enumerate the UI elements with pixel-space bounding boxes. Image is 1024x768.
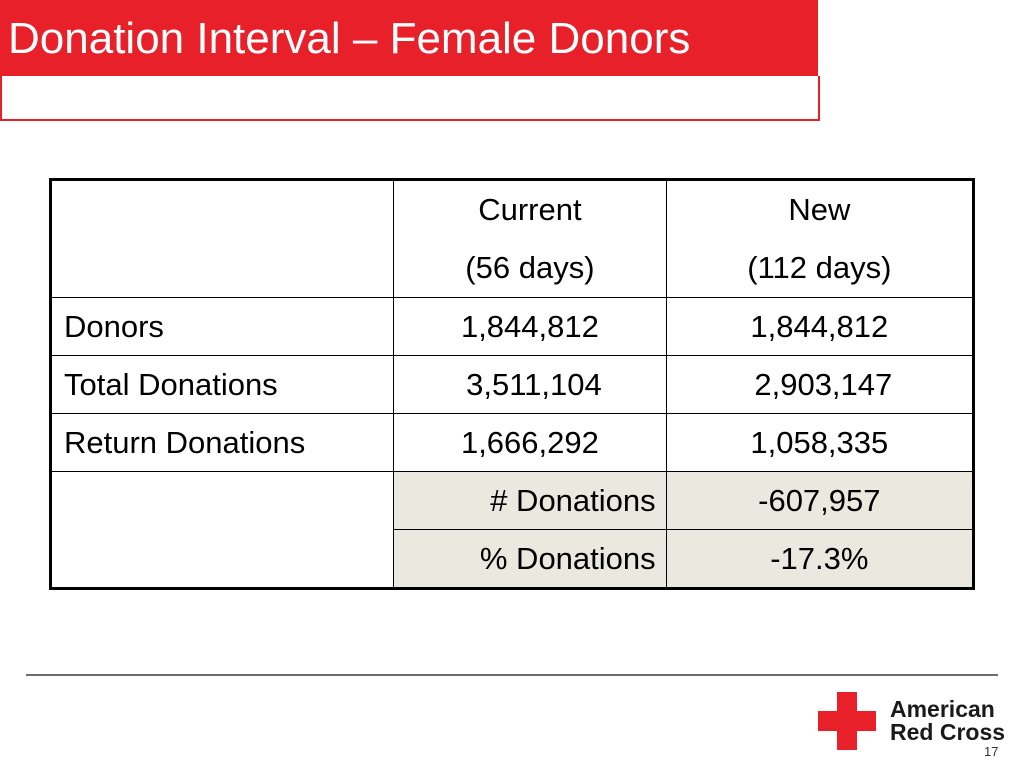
red-cross-logo: American Red Cross bbox=[816, 690, 1005, 752]
page-number: 17 bbox=[984, 744, 999, 759]
summary-value: -607,957 bbox=[665, 471, 975, 530]
footer-divider bbox=[26, 674, 998, 676]
header-new: New (112 days) bbox=[665, 179, 975, 298]
table-row: Return Donations 1,666,292 1,058,335 bbox=[49, 413, 975, 472]
subtitle-box bbox=[0, 76, 820, 121]
table-row: Donors 1,844,812 1,844,812 bbox=[49, 297, 975, 356]
summary-row: % Donations -17.3% bbox=[51, 529, 975, 589]
logo-line-american: American bbox=[890, 696, 995, 722]
row-current-value: 3,511,104 bbox=[393, 355, 667, 414]
header-current-interval: (56 days) bbox=[465, 250, 595, 285]
red-cross-icon bbox=[818, 692, 876, 750]
summary-label: # Donations bbox=[393, 471, 667, 530]
header-current: Current (56 days) bbox=[393, 179, 667, 298]
header-new-title: New bbox=[788, 192, 851, 227]
row-new-value: 2,903,147 bbox=[665, 355, 975, 414]
logo-line-red-cross: Red Cross bbox=[890, 719, 1006, 745]
row-current-value: 1,666,292 bbox=[393, 413, 667, 472]
slide-title: Donation Interval – Female Donors bbox=[8, 14, 691, 63]
header-current-title: Current bbox=[478, 192, 582, 227]
summary-row: # Donations -607,957 bbox=[49, 471, 975, 589]
summary-empty-cell bbox=[49, 471, 395, 589]
summary-label: % Donations bbox=[393, 529, 667, 589]
header-empty-cell bbox=[49, 179, 395, 298]
row-label: Total Donations bbox=[49, 355, 395, 414]
logo-wordmark: American Red Cross bbox=[890, 698, 1005, 744]
table-row: Total Donations 3,511,104 2,903,147 bbox=[49, 355, 975, 414]
donation-table: Current (56 days) New (112 days) Donors … bbox=[49, 178, 975, 590]
table-header-row: Current (56 days) New (112 days) bbox=[49, 179, 975, 298]
row-current-value: 1,844,812 bbox=[393, 297, 667, 356]
title-bar: Donation Interval – Female Donors bbox=[0, 0, 818, 78]
summary-value: -17.3% bbox=[665, 529, 975, 589]
row-new-value: 1,844,812 bbox=[665, 297, 975, 356]
header-new-interval: (112 days) bbox=[747, 250, 892, 285]
row-new-value: 1,058,335 bbox=[665, 413, 975, 472]
row-label: Donors bbox=[49, 297, 395, 356]
row-label: Return Donations bbox=[49, 413, 395, 472]
